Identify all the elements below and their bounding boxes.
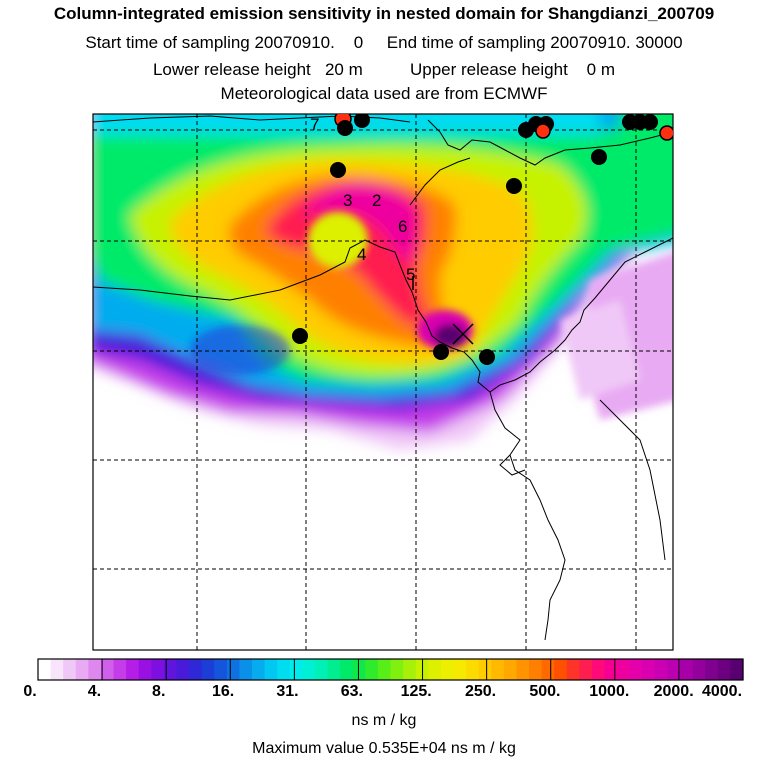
colorbar-swatch	[654, 659, 669, 680]
colorbar-swatch	[617, 659, 631, 680]
colorbar-tick-label: 31.	[276, 683, 299, 700]
colorbar-swatch	[491, 659, 505, 680]
colorbar-tick-label: 4.	[87, 683, 102, 700]
colorbar-swatch	[478, 659, 492, 680]
colorbar-swatch	[365, 659, 379, 680]
coastline	[93, 115, 673, 641]
point-label-2: 2	[372, 191, 381, 210]
colorbar-swatch	[277, 659, 291, 680]
point-label-6: 6	[398, 217, 407, 236]
colorbar-swatch	[377, 659, 392, 680]
point-label-4: 4	[357, 245, 366, 264]
colorbar-swatch	[566, 659, 580, 680]
release-height-line: Lower release height 20 m Upper release …	[152, 60, 616, 79]
map-frame	[92, 113, 674, 651]
colorbar-tick-label: 16.	[211, 683, 235, 700]
colorbar-swatch	[692, 659, 706, 680]
colorbar-swatch	[730, 659, 744, 680]
colorbar-swatch	[75, 659, 89, 680]
colorbar-swatch	[541, 659, 555, 680]
colorbar-tick-label: 500.	[529, 683, 561, 700]
colorbar-swatch	[642, 659, 656, 680]
colorbar-swatch	[189, 659, 203, 680]
colorbar-tick-label: 250.	[464, 683, 497, 700]
colorbar-swatch	[528, 659, 543, 680]
colorbar-swatch	[239, 659, 253, 680]
colorbar-swatch	[100, 659, 115, 680]
colorbar-swatch	[453, 659, 467, 680]
colorbar-swatch	[126, 659, 140, 680]
colorbar-swatch	[717, 659, 732, 680]
colorbar-tick-label: 125.	[400, 683, 432, 700]
map-title: Column-integrated emission sensitivity i…	[53, 4, 715, 23]
point-label-3: 3	[343, 191, 352, 210]
trajectory-points	[292, 114, 673, 365]
colorbar-swatch	[38, 659, 52, 680]
sampling-time-line: Start time of sampling 20070910. 0 End t…	[85, 33, 683, 52]
maximum-value-text: Maximum value 0.535E+04 ns m / kg	[252, 740, 516, 757]
colorbar-swatch	[50, 659, 64, 680]
met-data-line: Meteorological data used are from ECMWF	[220, 84, 548, 103]
colorbar-swatch	[151, 659, 165, 680]
colorbar-swatch	[252, 659, 266, 680]
colorbar-swatch	[289, 659, 303, 680]
colorbar-swatch	[314, 659, 329, 680]
colorbar-swatch	[340, 659, 354, 680]
colorbar	[37, 658, 744, 681]
colorbar-swatch	[591, 659, 606, 680]
colorbar-swatch	[327, 659, 341, 680]
colorbar-tick-label: 1000.	[589, 683, 630, 700]
colorbar-swatch	[440, 659, 455, 680]
colorbar-swatch	[680, 659, 694, 680]
colorbar-swatch	[163, 659, 178, 680]
colorbar-tick-label: 4000.	[701, 683, 743, 700]
colorbar-swatch	[63, 659, 77, 680]
colorbar-frame	[37, 658, 744, 681]
colorbar-swatch	[264, 659, 278, 680]
colorbar-swatch	[201, 659, 215, 680]
colorbar-swatch	[428, 659, 442, 680]
point-label-7: 7	[310, 115, 319, 134]
colorbar-units: ns m / kg	[351, 712, 417, 729]
colorbar-swatch	[503, 659, 517, 680]
colorbar-swatch	[579, 659, 593, 680]
colorbar-swatch	[88, 659, 102, 680]
colorbar-swatch	[352, 659, 366, 680]
colorbar-swatch	[138, 659, 152, 680]
colorbar-swatch	[466, 659, 480, 680]
colorbar-swatch	[629, 659, 643, 680]
colorbar-swatch	[302, 659, 316, 680]
colorbar-tick-label: 63.	[340, 683, 363, 700]
colorbar-tick-label: 0.	[23, 683, 37, 700]
receptor-x-marker	[452, 323, 474, 345]
colorbar-swatch	[705, 659, 719, 680]
colorbar-swatch	[226, 659, 241, 680]
lat-lon-grid	[93, 114, 673, 650]
colorbar-tick-label: 2000.	[653, 683, 694, 700]
point-labels: 7 3 2 6 4 5	[310, 115, 415, 284]
sensitivity-field	[93, 114, 673, 650]
colorbar-swatch	[176, 659, 190, 680]
colorbar-swatch	[390, 659, 404, 680]
point-label-5: 5	[406, 265, 415, 284]
colorbar-swatch	[604, 659, 618, 680]
colorbar-swatch	[554, 659, 568, 680]
colorbar-swatch	[214, 659, 228, 680]
colorbar-swatch	[403, 659, 417, 680]
colorbar-tick-label: 8.	[152, 683, 166, 700]
colorbar-swatch	[667, 659, 681, 680]
colorbar-swatch	[516, 659, 530, 680]
colorbar-swatch	[113, 659, 127, 680]
